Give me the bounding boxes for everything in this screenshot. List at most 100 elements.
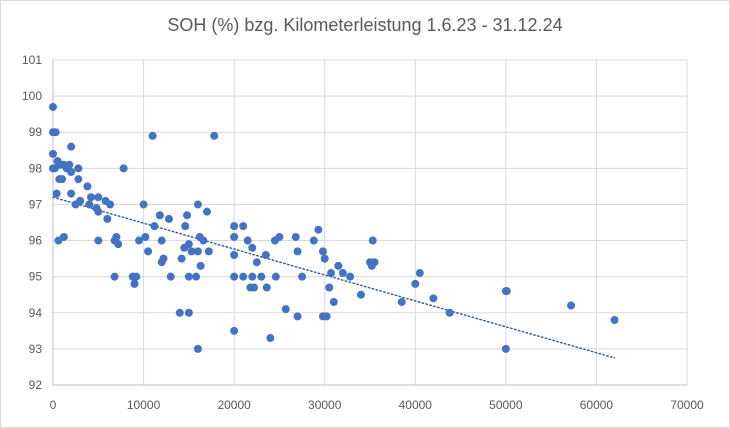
- data-point-13: [74, 164, 83, 173]
- data-point-61: [187, 247, 196, 256]
- data-point-35: [94, 236, 103, 245]
- data-point-107: [338, 269, 347, 278]
- data-point-55: [177, 254, 186, 263]
- data-point-74: [230, 251, 239, 259]
- data-point-59: [184, 240, 193, 249]
- data-point-16: [74, 175, 83, 184]
- data-point-106: [334, 261, 343, 270]
- data-point-42: [132, 272, 141, 281]
- data-point-112: [368, 236, 377, 245]
- data-point-39: [110, 272, 119, 281]
- data-point-20: [76, 196, 85, 205]
- data-point-69: [204, 247, 213, 256]
- data-point-102: [322, 312, 331, 321]
- data-point-37: [112, 232, 121, 241]
- data-point-121: [501, 344, 510, 353]
- data-point-84: [252, 258, 261, 267]
- data-point-25: [94, 207, 103, 216]
- data-point-63: [193, 200, 202, 209]
- data-point-51: [157, 258, 166, 267]
- data-point-38: [114, 240, 123, 249]
- data-point-99: [318, 247, 327, 256]
- data-point-10: [65, 160, 74, 169]
- data-point-22: [85, 200, 94, 209]
- x-tick-label-1: 10000: [127, 398, 161, 412]
- data-point-28: [103, 214, 112, 223]
- x-tick-label-6: 60000: [580, 398, 614, 412]
- data-point-123: [610, 316, 619, 324]
- y-tick-label-6: 98: [29, 161, 43, 175]
- data-point-97: [309, 236, 318, 245]
- data-point-109: [356, 290, 365, 299]
- data-point-70: [184, 308, 193, 317]
- data-point-45: [141, 232, 150, 241]
- data-point-57: [181, 222, 190, 231]
- y-tick-label-1: 93: [29, 342, 43, 356]
- data-point-116: [415, 269, 424, 278]
- x-tick-label-7: 70000: [670, 398, 704, 412]
- data-point-108: [346, 272, 355, 281]
- data-point-60: [184, 272, 193, 281]
- data-point-46: [144, 247, 153, 256]
- data-point-73: [230, 272, 239, 281]
- x-tick-label-4: 40000: [399, 398, 433, 412]
- data-point-58: [183, 211, 192, 220]
- data-point-54: [175, 308, 184, 317]
- data-point-11: [67, 167, 76, 176]
- trendline: [52, 196, 616, 359]
- data-point-18: [52, 189, 61, 198]
- data-point-31: [148, 131, 157, 140]
- data-point-21: [83, 182, 92, 191]
- data-point-44: [139, 200, 148, 209]
- data-point-88: [266, 334, 275, 343]
- data-point-87: [262, 283, 271, 292]
- data-point-83: [250, 283, 259, 292]
- y-tick-label-5: 97: [29, 197, 43, 211]
- data-point-3: [49, 149, 57, 158]
- data-point-78: [239, 272, 248, 281]
- data-point-103: [325, 283, 334, 292]
- y-tick-label-4: 96: [29, 234, 43, 248]
- data-point-72: [230, 326, 239, 335]
- chart-title: SOH (%) bzg. Kilometerleistung 1.6.23 - …: [167, 15, 563, 35]
- data-point-85: [257, 272, 266, 281]
- data-point-75: [230, 232, 239, 241]
- data-point-86: [261, 251, 270, 259]
- data-point-48: [155, 211, 164, 220]
- data-point-113: [370, 258, 379, 267]
- y-tick-label-8: 100: [22, 89, 42, 103]
- data-point-34: [59, 232, 68, 241]
- data-point-12: [67, 142, 76, 151]
- x-tick-label-0: 0: [50, 398, 57, 412]
- data-point-81: [248, 243, 257, 252]
- data-point-26: [94, 193, 103, 202]
- data-point-105: [329, 297, 338, 306]
- data-point-15: [58, 175, 67, 184]
- data-point-115: [411, 279, 420, 288]
- y-tick-label-0: 92: [29, 378, 43, 392]
- data-point-118: [445, 308, 454, 317]
- data-point-47: [150, 222, 159, 231]
- x-tick-label-3: 30000: [308, 398, 342, 412]
- x-tick-label-2: 20000: [217, 398, 251, 412]
- data-point-120: [502, 287, 511, 296]
- data-point-67: [199, 236, 208, 245]
- data-point-96: [298, 272, 307, 281]
- data-point-23: [87, 193, 96, 202]
- data-point-77: [239, 222, 248, 231]
- y-tick-label-3: 95: [29, 270, 43, 284]
- data-point-64: [193, 247, 202, 256]
- data-point-79: [243, 236, 252, 245]
- data-point-41: [130, 279, 139, 288]
- data-point-91: [275, 232, 284, 241]
- data-point-71: [193, 344, 202, 353]
- x-tick-label-5: 50000: [489, 398, 523, 412]
- data-point-92: [281, 305, 290, 314]
- data-point-98: [314, 225, 323, 234]
- data-point-76: [230, 222, 239, 231]
- data-point-104: [327, 269, 336, 278]
- data-point-49: [157, 236, 166, 245]
- data-point-66: [196, 261, 205, 270]
